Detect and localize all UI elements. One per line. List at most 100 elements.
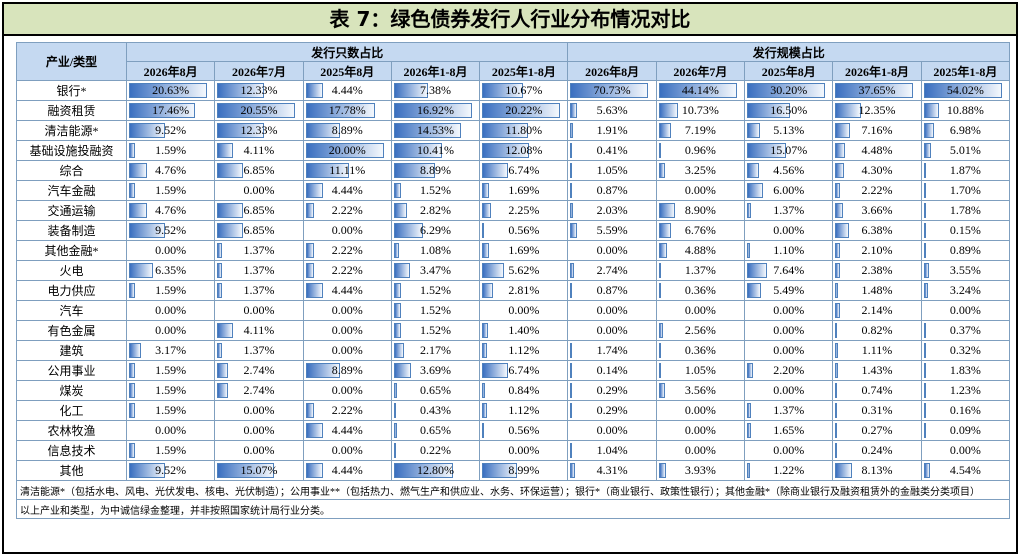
data-bar xyxy=(393,123,461,138)
data-bar xyxy=(129,123,165,138)
cell: 0.29% xyxy=(567,400,657,421)
cell: 2.22% xyxy=(302,200,392,221)
cell-value: 0.96% xyxy=(684,143,716,157)
cell: 17.46% xyxy=(125,100,216,121)
cell: 0.84% xyxy=(479,380,569,401)
cell-value: 2.03% xyxy=(596,203,628,217)
cell: 1.05% xyxy=(567,160,657,181)
cell: 6.74% xyxy=(479,160,569,181)
cell-value: 0.43% xyxy=(420,403,452,417)
cell: 0.41% xyxy=(567,140,657,161)
cell-value: 1.04% xyxy=(596,443,628,457)
cell-value: 0.00% xyxy=(331,443,363,457)
data-bar xyxy=(305,163,349,178)
cell-value: 2.22% xyxy=(331,263,363,277)
cell: 16.92% xyxy=(390,100,481,121)
data-bar xyxy=(482,263,504,278)
data-bar xyxy=(482,243,489,258)
cell-value: 12.33% xyxy=(240,83,278,97)
cell: 0.00% xyxy=(567,420,657,441)
cell-value: 4.44% xyxy=(331,463,363,477)
cell: 3.56% xyxy=(655,380,746,401)
cell: 0.00% xyxy=(214,400,304,421)
cell-value: 1.59% xyxy=(155,383,187,397)
row-label: 煤炭 xyxy=(16,380,127,401)
cell: 0.00% xyxy=(655,180,746,201)
data-bar xyxy=(305,83,323,98)
cell-value: 1.37% xyxy=(773,203,805,217)
data-row: 信息技术 1.59% 0.00% 0.00% 0.22% 0.00% 1.04% 0.00% 0… xyxy=(16,440,1011,461)
row-label: 化工 xyxy=(16,400,127,421)
data-bar xyxy=(658,243,668,258)
cell: 0.00% xyxy=(655,400,746,421)
data-bar xyxy=(482,463,517,478)
cell-value: 1.40% xyxy=(508,323,540,337)
cell-value: 1.59% xyxy=(155,363,187,377)
cell-value: 1.37% xyxy=(243,243,275,257)
cell: 0.43% xyxy=(390,400,481,421)
data-bar xyxy=(658,203,675,218)
cell-value: 1.59% xyxy=(155,283,187,297)
cell-value: 0.00% xyxy=(949,443,981,457)
cell-value: 1.83% xyxy=(949,363,981,377)
data-bar xyxy=(217,143,233,158)
data-bar xyxy=(835,443,838,458)
cell-value: 2.56% xyxy=(684,323,716,337)
cell: 6.76% xyxy=(655,220,746,241)
data-bar xyxy=(923,283,929,298)
cell: 1.69% xyxy=(479,240,569,261)
cell-value: 11.80% xyxy=(505,123,543,137)
data-bar xyxy=(305,403,315,418)
cell: 0.00% xyxy=(302,320,392,341)
cell: 0.09% xyxy=(920,420,1011,441)
cell-value: 8.99% xyxy=(508,463,540,477)
data-bar xyxy=(747,143,786,158)
cell-value: 0.27% xyxy=(861,423,893,437)
cell-value: 0.82% xyxy=(861,323,893,337)
cell-value: 0.00% xyxy=(949,303,981,317)
data-bar xyxy=(393,283,401,298)
cell: 6.85% xyxy=(214,220,304,241)
data-bar xyxy=(305,263,315,278)
cell: 7.64% xyxy=(744,260,834,281)
cell: 16.50% xyxy=(744,100,834,121)
cell: 0.87% xyxy=(567,180,657,201)
data-bar xyxy=(217,263,223,278)
cell: 0.24% xyxy=(832,440,922,461)
data-bar xyxy=(923,423,926,438)
cell: 3.69% xyxy=(390,360,481,381)
data-bar xyxy=(217,123,265,138)
data-bar xyxy=(923,103,940,118)
cell: 0.37% xyxy=(920,320,1011,341)
data-bar xyxy=(217,343,223,358)
data-bar xyxy=(570,283,573,298)
cell: 20.55% xyxy=(214,100,304,121)
cell: 6.29% xyxy=(390,220,481,241)
cell-value: 6.00% xyxy=(773,183,805,197)
data-bar xyxy=(129,283,135,298)
cell: 70.73% xyxy=(567,80,657,101)
data-bar xyxy=(305,423,323,438)
data-bar xyxy=(393,343,404,358)
cell-value: 0.00% xyxy=(773,323,805,337)
cell-value: 2.22% xyxy=(331,243,363,257)
cell: 0.56% xyxy=(479,220,569,241)
group-header: 发行只数占比 xyxy=(125,42,569,62)
cell: 1.59% xyxy=(125,380,216,401)
cell: 6.00% xyxy=(744,180,834,201)
cell-value: 1.23% xyxy=(949,383,981,397)
cell-value: 1.59% xyxy=(155,183,187,197)
data-bar xyxy=(835,403,838,418)
cell: 6.74% xyxy=(479,360,569,381)
cell-value: 0.00% xyxy=(773,343,805,357)
data-bar xyxy=(129,443,135,458)
cell: 1.04% xyxy=(567,440,657,461)
cell: 0.65% xyxy=(390,420,481,441)
cell: 8.89% xyxy=(302,360,392,381)
data-bar xyxy=(393,323,401,338)
data-bar xyxy=(482,83,524,98)
cell-value: 4.31% xyxy=(596,463,628,477)
cell-value: 9.52% xyxy=(155,463,187,477)
cell-value: 3.24% xyxy=(949,283,981,297)
data-bar xyxy=(129,343,141,358)
